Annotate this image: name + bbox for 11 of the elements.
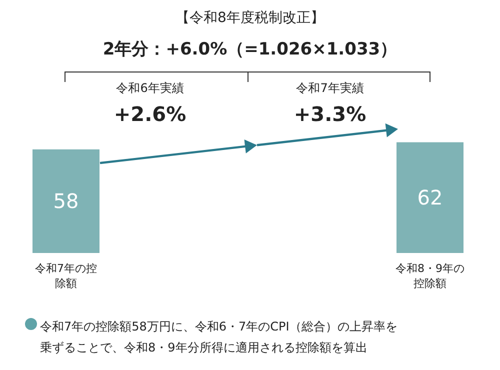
data-label: 58: [53, 189, 79, 214]
chart-subtitle: 2年分：+6.0%（=1.026×1.033）: [102, 40, 398, 60]
text: 令和6年実績: [116, 81, 184, 95]
text: +2.6%: [114, 102, 186, 126]
chart-title: 【令和8年度税制改正】: [176, 10, 324, 26]
text: 令和7年の控除額58万円に、令和6・7年のCPI（総合）の上昇率を乗ずることで、令和8・9年分所得に適用される控除額を算出: [40, 320, 398, 354]
text: 令和7年実績: [296, 81, 364, 95]
x-tick-label: 令和7年の控除額: [35, 262, 97, 290]
data-label: 62: [417, 186, 443, 210]
text: +3.3%: [294, 102, 366, 126]
x-tick-label: 令和8・9年の控除額: [396, 262, 464, 290]
